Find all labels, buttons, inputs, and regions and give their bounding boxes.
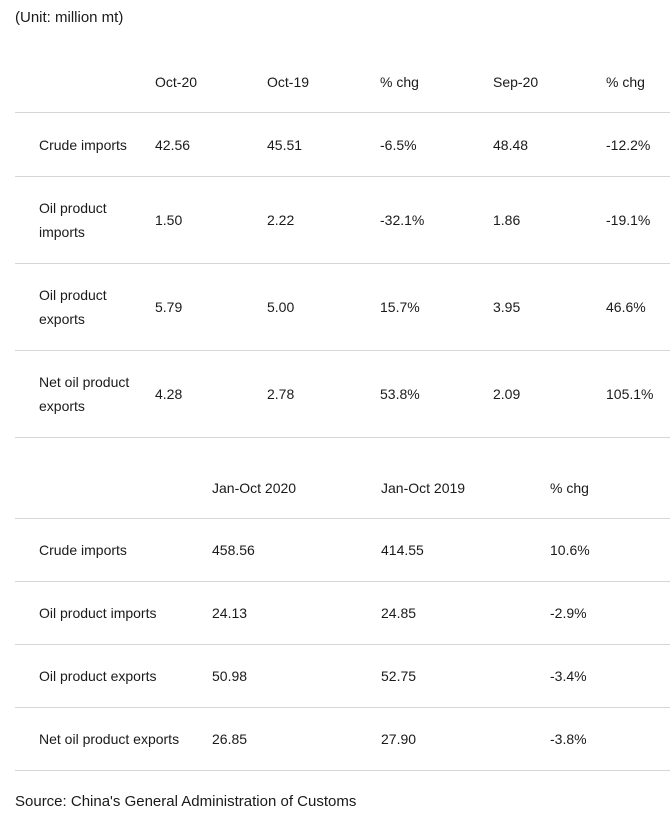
row-label: Oil product exports bbox=[15, 263, 141, 351]
table-row: Crude imports 458.56 414.55 10.6% bbox=[15, 518, 670, 582]
column-header: Sep-20 bbox=[479, 52, 592, 113]
row-label: Net oil product exports bbox=[15, 707, 212, 771]
table-cell: 24.85 bbox=[381, 581, 550, 645]
table-cell: 105.1% bbox=[592, 350, 670, 438]
table-cell: 1.86 bbox=[479, 176, 592, 264]
table-cell: 45.51 bbox=[253, 112, 366, 177]
table-cell: 53.8% bbox=[366, 350, 479, 438]
table-cell: 5.79 bbox=[141, 263, 253, 351]
table-cell: 24.13 bbox=[212, 581, 381, 645]
table-cell: 26.85 bbox=[212, 707, 381, 771]
table-row: Oil product imports 1.50 2.22 -32.1% 1.8… bbox=[15, 176, 670, 264]
table-row: Crude imports 42.56 45.51 -6.5% 48.48 -1… bbox=[15, 112, 670, 177]
column-header: Oct-19 bbox=[253, 52, 366, 113]
table-row: Net oil product exports 4.28 2.78 53.8% … bbox=[15, 350, 670, 438]
table-row: Oil product exports 5.79 5.00 15.7% 3.95… bbox=[15, 263, 670, 351]
column-header bbox=[15, 458, 212, 519]
column-header: % chg bbox=[366, 52, 479, 113]
table-cell: 2.22 bbox=[253, 176, 366, 264]
column-header bbox=[15, 52, 141, 113]
column-header: % chg bbox=[550, 458, 670, 519]
monthly-trade-table: Oct-20 Oct-19 % chg Sep-20 % chg Crude i… bbox=[15, 52, 670, 438]
table-cell: 10.6% bbox=[550, 518, 670, 582]
column-header: % chg bbox=[592, 52, 670, 113]
table-cell: 2.78 bbox=[253, 350, 366, 438]
table-row: Oil product imports 24.13 24.85 -2.9% bbox=[15, 581, 670, 645]
table-cell: 48.48 bbox=[479, 112, 592, 177]
table-header-row: Oct-20 Oct-19 % chg Sep-20 % chg bbox=[15, 52, 670, 113]
table-cell: -6.5% bbox=[366, 112, 479, 177]
table-cell: 458.56 bbox=[212, 518, 381, 582]
table-cell: -2.9% bbox=[550, 581, 670, 645]
table-cell: 52.75 bbox=[381, 644, 550, 708]
table-cell: 27.90 bbox=[381, 707, 550, 771]
column-header: Oct-20 bbox=[141, 52, 253, 113]
table-cell: 15.7% bbox=[366, 263, 479, 351]
row-label: Oil product imports bbox=[15, 176, 141, 264]
row-label: Crude imports bbox=[15, 518, 212, 582]
table-header-row: Jan-Oct 2020 Jan-Oct 2019 % chg bbox=[15, 458, 670, 519]
table-cell: 42.56 bbox=[141, 112, 253, 177]
table-cell: 4.28 bbox=[141, 350, 253, 438]
table-cell: 5.00 bbox=[253, 263, 366, 351]
table-cell: -32.1% bbox=[366, 176, 479, 264]
row-label: Net oil product exports bbox=[15, 350, 141, 438]
table-cell: -19.1% bbox=[592, 176, 670, 264]
row-label: Oil product imports bbox=[15, 581, 212, 645]
row-label: Crude imports bbox=[15, 112, 141, 177]
table-cell: 50.98 bbox=[212, 644, 381, 708]
year-to-date-trade-table: Jan-Oct 2020 Jan-Oct 2019 % chg Crude im… bbox=[15, 458, 670, 771]
table-cell: -3.8% bbox=[550, 707, 670, 771]
table-cell: 3.95 bbox=[479, 263, 592, 351]
table-row: Oil product exports 50.98 52.75 -3.4% bbox=[15, 644, 670, 708]
unit-note: (Unit: million mt) bbox=[15, 9, 124, 26]
table-cell: 1.50 bbox=[141, 176, 253, 264]
row-label: Oil product exports bbox=[15, 644, 212, 708]
table-cell: 46.6% bbox=[592, 263, 670, 351]
source-note: Source: China's General Administration o… bbox=[15, 793, 357, 810]
table-cell: 414.55 bbox=[381, 518, 550, 582]
table-cell: -3.4% bbox=[550, 644, 670, 708]
table-row: Net oil product exports 26.85 27.90 -3.8… bbox=[15, 707, 670, 771]
table-cell: -12.2% bbox=[592, 112, 670, 177]
table-cell: 2.09 bbox=[479, 350, 592, 438]
column-header: Jan-Oct 2019 bbox=[381, 458, 550, 519]
column-header: Jan-Oct 2020 bbox=[212, 458, 381, 519]
